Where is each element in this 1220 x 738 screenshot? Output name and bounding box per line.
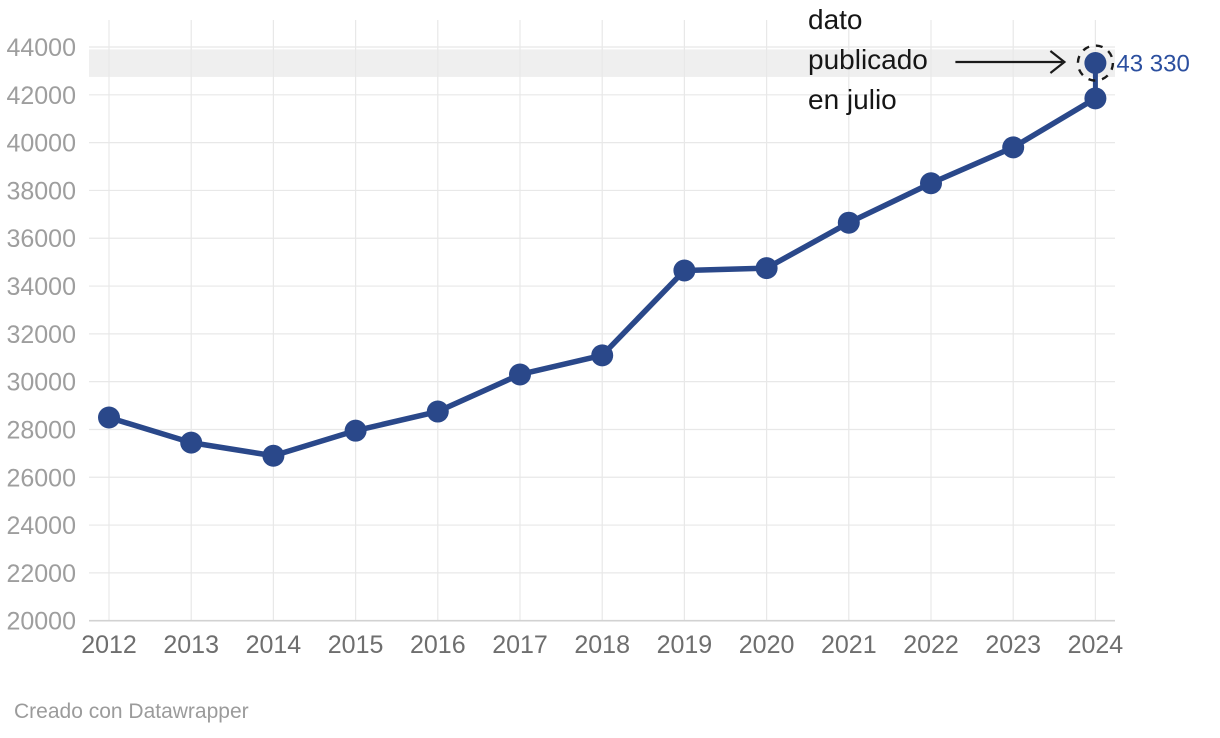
data-point-2018[interactable] — [591, 344, 614, 367]
y-axis-tick-label: 20000 — [6, 608, 76, 636]
data-point-2021[interactable] — [837, 211, 860, 234]
data-point-2022[interactable] — [920, 172, 942, 195]
x-axis-tick-label: 2014 — [246, 631, 302, 659]
y-axis-tick-label: 28000 — [6, 416, 76, 444]
y-axis-tick-label: 32000 — [6, 321, 76, 349]
x-axis-tick-label: 2019 — [657, 631, 713, 659]
x-axis-tick-label: 2021 — [821, 631, 877, 659]
data-point-2013[interactable] — [180, 431, 203, 454]
y-axis-tick-label: 22000 — [6, 560, 76, 588]
x-axis-tick-label: 2016 — [410, 631, 466, 659]
published-data-point[interactable] — [1084, 52, 1107, 75]
data-point-2014[interactable] — [262, 444, 285, 467]
y-axis-tick-label: 40000 — [6, 130, 76, 158]
attribution-text: Creado con Datawrapper — [14, 700, 249, 723]
x-axis-tick-label: 2023 — [985, 631, 1041, 659]
annotation-arrow-head — [1049, 50, 1067, 74]
annotation-line-1: dato — [808, 4, 863, 35]
y-axis-tick-label: 34000 — [6, 273, 76, 301]
annotation-line-3: en julio — [808, 84, 897, 115]
data-point-2017[interactable] — [509, 363, 531, 386]
x-axis-tick-label: 2022 — [903, 631, 959, 659]
data-point-2015[interactable] — [344, 419, 367, 442]
y-axis-tick-label: 38000 — [6, 177, 76, 205]
y-axis-tick-label: 26000 — [6, 464, 76, 492]
x-axis-tick-label: 2024 — [1068, 631, 1124, 659]
x-axis-tick-label: 2018 — [574, 631, 630, 659]
data-point-2020[interactable] — [755, 257, 778, 280]
x-axis-tick-label: 2013 — [163, 631, 219, 659]
x-axis-tick-label: 2012 — [81, 631, 137, 659]
data-point-2024[interactable] — [1084, 87, 1107, 110]
y-axis-tick-label: 42000 — [6, 82, 76, 110]
data-point-2019[interactable] — [673, 259, 696, 282]
x-axis-tick-label: 2015 — [328, 631, 384, 659]
annotation-line-2: publicado — [808, 44, 928, 75]
x-axis-tick-label: 2017 — [492, 631, 548, 659]
data-point-2012[interactable] — [98, 406, 120, 429]
y-axis-tick-label: 24000 — [6, 512, 76, 540]
data-point-2016[interactable] — [426, 400, 449, 423]
annotation-dato-publicado: dato publicado en julio — [808, 0, 928, 120]
data-point-2023[interactable] — [1002, 136, 1025, 159]
y-axis-tick-label: 36000 — [6, 225, 76, 253]
y-axis-tick-label: 44000 — [6, 34, 76, 62]
y-axis-tick-label: 30000 — [6, 369, 76, 397]
line-chart-svg: 2012 2013 2014 2015 2016 2017 2018 2019 2020 2021… — [6, 20, 1190, 659]
published-highlight-circle — [1076, 44, 1115, 82]
x-axis-tick-label: 2020 — [739, 631, 795, 659]
published-value-label: 43 330 — [1116, 51, 1189, 78]
